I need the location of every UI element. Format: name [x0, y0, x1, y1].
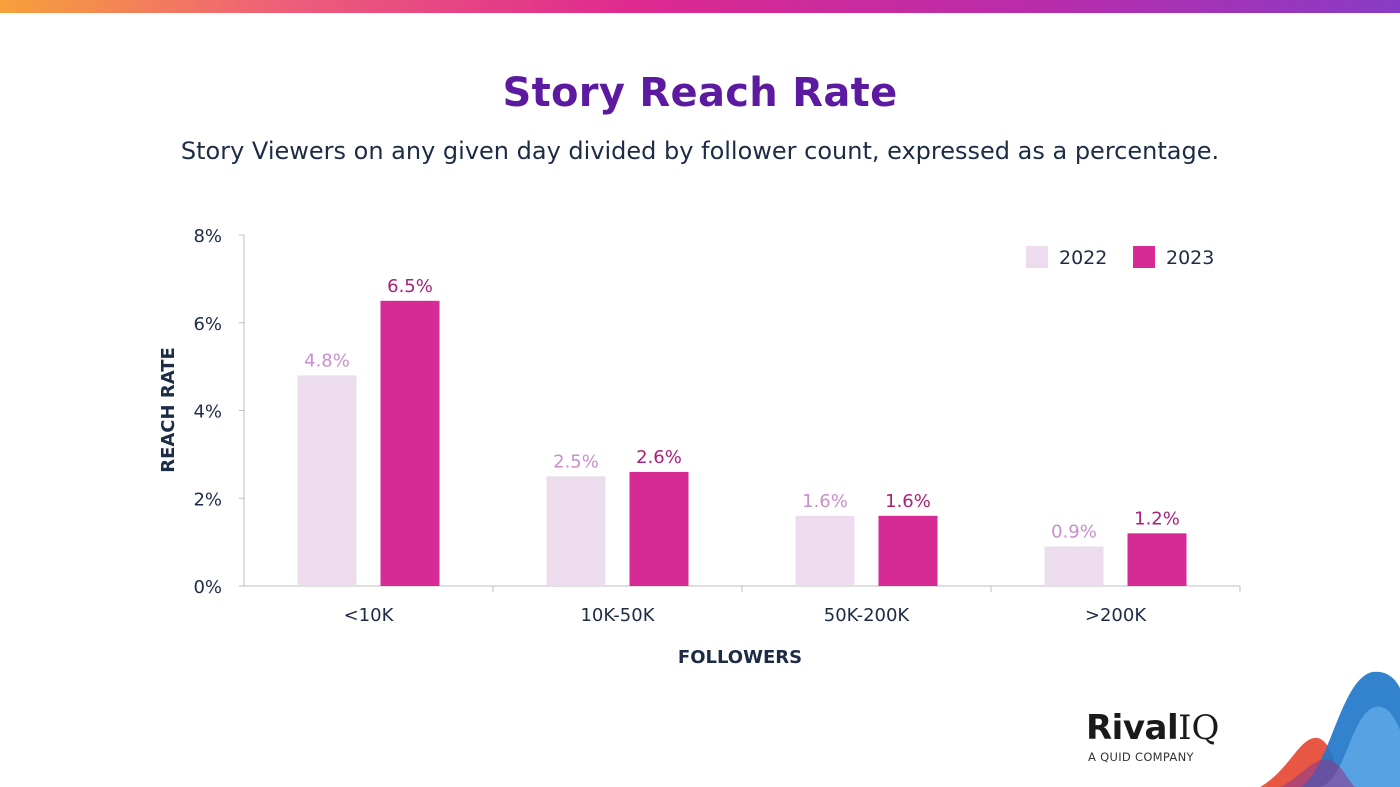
data-label-2023-2: 2.6% [636, 447, 682, 468]
data-label-2023-1: 6.5% [387, 276, 433, 297]
chart-title: Story Reach Rate [502, 70, 898, 116]
bar-2022-1 [297, 375, 357, 586]
data-label-2022-2: 2.5% [553, 451, 599, 472]
y-tick-label: 0% [193, 577, 222, 598]
x-tick-label: >200K [1085, 605, 1147, 626]
y-tick-label: 2% [193, 489, 222, 510]
legend-swatch-2022 [1026, 246, 1048, 268]
data-label-2022-1: 4.8% [304, 350, 350, 371]
y-tick-label: 8% [193, 226, 222, 247]
bar-2023-2 [629, 471, 689, 586]
y-tick-label: 6% [193, 314, 222, 335]
logo-name-suffix: IQ [1178, 708, 1220, 748]
x-tick-label: 10K-50K [580, 605, 655, 626]
x-tick-label: 50K-200K [824, 605, 911, 626]
rival-iq-logo: RivalIQ [1086, 708, 1219, 748]
decorative-wave-graphic [1260, 671, 1400, 787]
bar-2023-1 [380, 300, 440, 586]
bar-chart: 0% 2% 4% 6% 8% <10K 10K-50K 50K-200K >200K FOLLOW… [158, 226, 1241, 668]
logo-tagline: A QUID COMPANY [1088, 750, 1194, 764]
bar-2023-3 [878, 515, 938, 586]
logo-name-main: Rival [1086, 708, 1179, 748]
bar-2023-4 [1127, 533, 1187, 586]
data-label-2022-4: 0.9% [1051, 522, 1097, 543]
y-tick-label: 4% [193, 402, 222, 423]
chart-subtitle: Story Viewers on any given day divided b… [180, 137, 1220, 165]
legend-label-2023: 2023 [1166, 247, 1214, 269]
bar-2022-3 [795, 515, 855, 586]
data-label-2023-4: 1.2% [1134, 508, 1180, 529]
y-axis-title: REACH RATE [158, 347, 179, 473]
x-axis-title: FOLLOWERS [678, 647, 802, 668]
x-tick-label: <10K [344, 605, 395, 626]
top-gradient-bar [0, 0, 1400, 13]
legend-swatch-2023 [1133, 246, 1155, 268]
bar-2022-2 [546, 476, 606, 586]
data-label-2022-3: 1.6% [802, 491, 848, 512]
bar-2022-4 [1044, 546, 1104, 586]
data-label-2023-3: 1.6% [885, 491, 931, 512]
legend-label-2022: 2022 [1059, 247, 1107, 269]
